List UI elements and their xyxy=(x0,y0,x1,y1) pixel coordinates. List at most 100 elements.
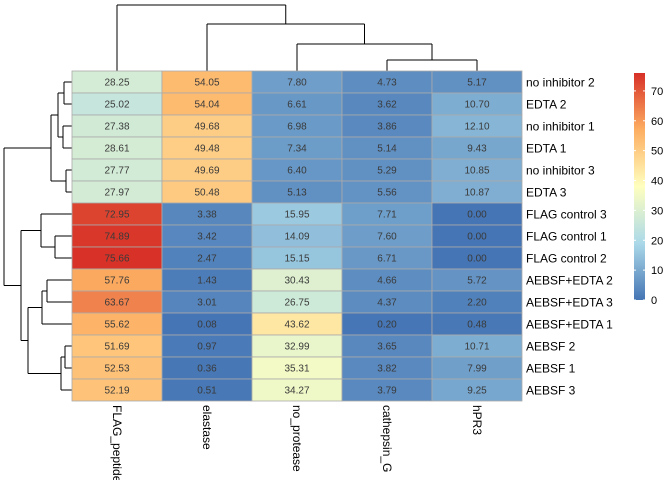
cell-value-label: 10.87 xyxy=(464,188,489,199)
cell-value-label: 15.15 xyxy=(284,254,309,265)
row-label: AEBSF+EDTA 3 xyxy=(526,296,613,310)
row-labels: no inhibitor 2 EDTA 2 no inhibitor 1 EDTA 1… xyxy=(526,76,613,398)
cell-value-label: 50.48 xyxy=(194,188,219,199)
cell-value-label: 9.25 xyxy=(467,386,487,397)
cell-value-label: 0.51 xyxy=(197,386,217,397)
cell-value-label: 2.20 xyxy=(467,298,487,309)
cell-value-label: 7.60 xyxy=(377,232,397,243)
cell-value-label: 7.80 xyxy=(287,78,307,89)
cell-value-label: 52.19 xyxy=(104,386,129,397)
cell-value-label: 4.37 xyxy=(377,298,397,309)
column-label: cathepsin_G xyxy=(380,405,394,472)
cell-value-label: 3.42 xyxy=(197,232,217,243)
cell-value-label: 10.85 xyxy=(464,166,489,177)
cell-value-label: 49.69 xyxy=(194,166,219,177)
cell-value-label: 4.73 xyxy=(377,78,397,89)
cell-value-label: 43.62 xyxy=(284,320,309,331)
column-labels: FLAG_peptide elastase no_protease cathepsin… xyxy=(110,405,484,480)
row-label: no inhibitor 3 xyxy=(526,164,595,178)
cell-value-label: 25.02 xyxy=(104,100,129,111)
cell-value-label: 5.72 xyxy=(467,276,487,287)
cell-value-label: 0.08 xyxy=(197,320,217,331)
cell-value-label: 28.25 xyxy=(104,78,129,89)
legend-tick-label: 0 xyxy=(651,295,657,307)
row-label: no inhibitor 2 xyxy=(526,76,595,90)
color-legend-bar xyxy=(634,73,645,300)
cell-value-label: 49.68 xyxy=(194,122,219,133)
cell-value-label: 14.09 xyxy=(284,232,309,243)
cell-value-label: 0.00 xyxy=(467,210,487,221)
cell-value-label: 27.38 xyxy=(104,122,129,133)
cell-value-label: 3.82 xyxy=(377,364,397,375)
cell-value-label: 6.71 xyxy=(377,254,397,265)
cell-value-label: 6.61 xyxy=(287,100,307,111)
cell-value-label: 3.86 xyxy=(377,122,397,133)
cell-value-label: 0.00 xyxy=(467,232,487,243)
cell-value-label: 12.10 xyxy=(464,122,489,133)
row-label: AEBSF+EDTA 2 xyxy=(526,274,613,288)
column-label: no_protease xyxy=(290,405,304,472)
cell-value-label: 75.66 xyxy=(104,254,129,265)
cell-value-label: 72.95 xyxy=(104,210,129,221)
row-label: EDTA 2 xyxy=(526,98,567,112)
cell-value-label: 7.71 xyxy=(377,210,397,221)
row-label: AEBSF+EDTA 1 xyxy=(526,318,613,332)
cell-value-label: 63.67 xyxy=(104,298,129,309)
cell-value-label: 7.34 xyxy=(287,144,307,155)
cell-value-label: 28.61 xyxy=(104,144,129,155)
legend-tick-label: 40 xyxy=(651,176,663,188)
row-label: FLAG control 3 xyxy=(526,208,607,222)
legend-tick-label: 50 xyxy=(651,146,663,158)
cell-value-label: 3.38 xyxy=(197,210,217,221)
cell-value-label: 5.56 xyxy=(377,188,397,199)
row-label: AEBSF 1 xyxy=(526,362,576,376)
cell-value-label: 54.04 xyxy=(194,100,219,111)
cell-value-label: 0.36 xyxy=(197,364,217,375)
cell-value-label: 27.97 xyxy=(104,188,129,199)
legend-tick-label: 20 xyxy=(651,235,663,247)
row-label: EDTA 1 xyxy=(526,142,567,156)
cell-value-label: 2.47 xyxy=(197,254,217,265)
cell-value-label: 3.79 xyxy=(377,386,397,397)
cell-value-label: 57.76 xyxy=(104,276,129,287)
column-label: hPR3 xyxy=(470,405,484,435)
cell-value-label: 3.01 xyxy=(197,298,217,309)
row-label: no inhibitor 1 xyxy=(526,120,595,134)
color-legend-ticks: 0 10 20 30 40 50 60 70 xyxy=(634,86,663,307)
cell-value-label: 10.70 xyxy=(464,100,489,111)
cell-value-label: 0.48 xyxy=(467,320,487,331)
row-label: FLAG control 1 xyxy=(526,230,607,244)
cell-value-label: 4.66 xyxy=(377,276,397,287)
legend-tick-label: 60 xyxy=(651,116,663,128)
heatmap-cells xyxy=(71,70,523,402)
cell-value-label: 6.98 xyxy=(287,122,307,133)
cell-value-label: 5.13 xyxy=(287,188,307,199)
row-label: AEBSF 2 xyxy=(526,340,576,354)
column-label: elastase xyxy=(200,405,214,450)
cell-value-label: 55.62 xyxy=(104,320,129,331)
cell-value-label: 5.14 xyxy=(377,144,397,155)
legend-tick-label: 70 xyxy=(651,86,663,98)
cell-value-label: 0.20 xyxy=(377,320,397,331)
cell-value-label: 6.40 xyxy=(287,166,307,177)
cell-value-label: 35.31 xyxy=(284,364,309,375)
cell-value-label: 3.62 xyxy=(377,100,397,111)
cell-value-label: 9.43 xyxy=(467,144,487,155)
cell-value-label: 52.53 xyxy=(104,364,129,375)
cell-value-label: 34.27 xyxy=(284,386,309,397)
legend-tick-label: 10 xyxy=(651,265,663,277)
row-label: AEBSF 3 xyxy=(526,384,576,398)
column-dendrogram xyxy=(116,4,478,71)
cell-value-label: 30.43 xyxy=(284,276,309,287)
cell-value-label: 5.17 xyxy=(467,78,487,89)
cell-value-label: 26.75 xyxy=(284,298,309,309)
cell-value-label: 3.65 xyxy=(377,342,397,353)
cell-value-label: 27.77 xyxy=(104,166,129,177)
cell-value-label: 7.99 xyxy=(467,364,487,375)
legend-tick-label: 30 xyxy=(651,205,663,217)
cell-value-label: 0.97 xyxy=(197,342,217,353)
cell-value-label: 32.99 xyxy=(284,342,309,353)
cell-value-label: 1.43 xyxy=(197,276,217,287)
row-label: FLAG control 2 xyxy=(526,252,607,266)
